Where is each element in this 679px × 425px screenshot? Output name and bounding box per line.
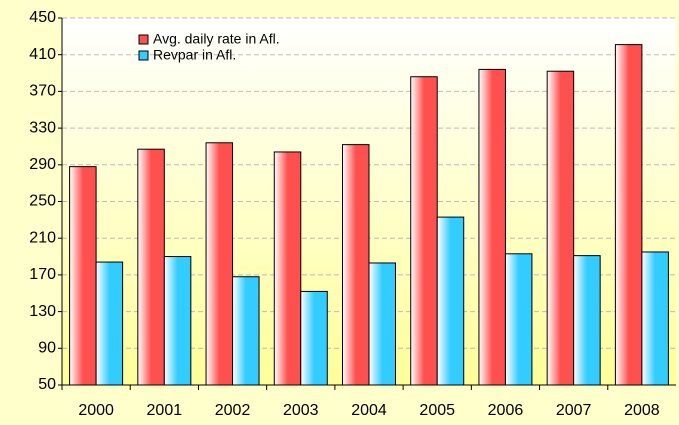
x-tick-label: 2008 [624, 402, 660, 419]
bar [232, 276, 260, 386]
x-tick-label: 2001 [147, 402, 183, 419]
x-tick-label: 2004 [351, 402, 387, 419]
bar [436, 216, 465, 386]
bar [163, 256, 192, 386]
legend-label: Revpar in Afl. [153, 47, 236, 63]
x-tick-label: 2007 [556, 402, 592, 419]
y-tick-label: 50 [38, 376, 56, 393]
bar [573, 255, 601, 386]
y-tick-label: 450 [29, 9, 56, 26]
bar [478, 68, 506, 386]
bar [273, 151, 302, 386]
bar [95, 261, 124, 386]
bar [546, 70, 575, 386]
x-tick-label: 2000 [78, 402, 114, 419]
y-tick-label: 90 [38, 340, 56, 357]
y-tick-label: 130 [29, 303, 56, 320]
x-tick-label: 2005 [419, 402, 455, 419]
bar [205, 142, 234, 386]
legend-swatch [138, 34, 149, 45]
legend-swatch [138, 50, 149, 61]
bar [504, 253, 533, 386]
bar [300, 290, 328, 386]
x-tick-label: 2002 [215, 402, 251, 419]
legend-label: Avg. daily rate in Afl. [153, 31, 280, 47]
y-tick-label: 370 [29, 83, 56, 100]
bar [69, 166, 97, 386]
bar [614, 44, 643, 386]
y-tick-label: 210 [29, 229, 56, 246]
y-tick-label: 330 [29, 119, 56, 136]
x-tick-label: 2006 [488, 402, 524, 419]
y-tick-label: 410 [29, 46, 56, 63]
y-tick-label: 250 [29, 193, 56, 210]
bar [410, 76, 438, 386]
x-tick-label: 2003 [283, 402, 319, 419]
bar [641, 251, 669, 386]
y-tick-label: 290 [29, 156, 56, 173]
bar [368, 262, 396, 386]
y-tick-label: 170 [29, 266, 56, 283]
bar [342, 144, 370, 386]
bar [137, 148, 165, 386]
